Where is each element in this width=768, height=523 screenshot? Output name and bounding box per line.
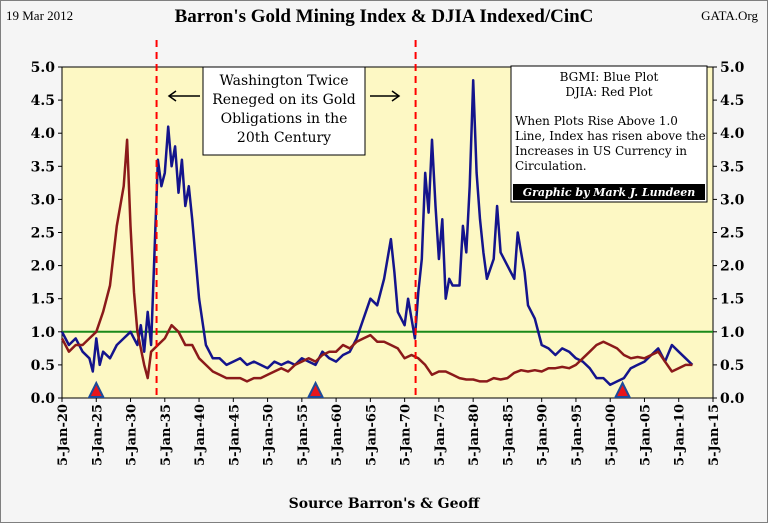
x-tick-label: 5-Jan-45 (227, 404, 242, 466)
legend-entry: BGMI: Blue Plot (560, 70, 659, 84)
x-tick-label: 5-Jan-00 (604, 404, 619, 466)
legend-entry: DJIA: Red Plot (565, 85, 652, 99)
annotation-line: 20th Century (237, 130, 331, 146)
y-tick-label-left: 5.0 (31, 60, 56, 76)
y-tick-label-right: 4.0 (720, 126, 745, 142)
x-tick-label: 5-Jan-65 (364, 404, 379, 466)
y-tick-label-left: 0.0 (31, 391, 56, 407)
y-tick-label-right: 3.5 (720, 159, 744, 175)
y-tick-label-left: 3.0 (31, 192, 56, 208)
x-tick-label: 5-Jan-15 (707, 404, 722, 466)
x-tick-label: 5-Jan-70 (399, 404, 414, 466)
legend-note-line: When Plots Rise Above 1.0 (515, 114, 678, 128)
y-tick-label-left: 2.5 (31, 226, 55, 242)
x-tick-label: 5-Jan-25 (90, 404, 105, 466)
x-tick-label: 5-Jan-10 (673, 404, 688, 466)
legend-box (510, 65, 708, 203)
x-tick-label: 5-Jan-75 (433, 404, 448, 466)
y-tick-label-left: 4.0 (31, 126, 56, 142)
series-line-djia (60, 138, 693, 383)
x-tick-label: 5-Jan-95 (570, 404, 585, 466)
y-tick-label-right: 5.0 (720, 60, 745, 76)
x-tick-label: 5-Jan-05 (638, 404, 653, 466)
y-tick-label-right: 1.0 (720, 325, 745, 341)
y-tick-label-right: 0.0 (720, 391, 745, 407)
left-arrow-head (167, 90, 177, 102)
x-tick-label: 5-Jan-50 (262, 404, 277, 466)
triangle-marker (87, 380, 105, 398)
x-tick-label: 5-Jan-55 (296, 404, 311, 466)
credit-background (513, 184, 705, 200)
x-tick-label: 5-Jan-60 (330, 404, 345, 466)
x-tick-label: 5-Jan-40 (193, 404, 208, 466)
annotation-box (202, 66, 366, 156)
y-tick-label-left: 1.0 (31, 325, 56, 341)
y-tick-label-right: 2.0 (720, 259, 745, 275)
y-tick-label-right: 1.5 (720, 292, 744, 308)
x-tick-label: 5-Jan-90 (536, 404, 551, 466)
y-tick-label-left: 0.5 (31, 358, 55, 374)
x-tick-label: 5-Jan-85 (501, 404, 516, 466)
x-axis-label: Source Barron's & Geoff (289, 496, 481, 512)
annotation-line: Obligations in the (221, 111, 348, 127)
source-site-label: GATA.Org (701, 8, 758, 23)
y-tick-label-right: 0.5 (720, 358, 744, 374)
x-tick-label: 5-Jan-20 (56, 404, 71, 466)
x-tick-label: 5-Jan-30 (125, 404, 140, 466)
legend-note-line: Circulation. (515, 159, 587, 173)
x-tick-label: 5-Jan-80 (467, 404, 482, 466)
series-line-bgmi (60, 78, 694, 387)
y-tick-label-left: 4.5 (31, 93, 55, 109)
y-tick-label-left: 3.5 (31, 159, 55, 175)
y-tick-label-left: 1.5 (31, 292, 55, 308)
date-label: 19 Mar 2012 (6, 8, 74, 23)
legend-note-line: Increases in US Currency in (515, 144, 687, 158)
legend-note-line: Line, Index has risen above the (515, 129, 706, 143)
y-tick-label-right: 2.5 (720, 226, 744, 242)
triangle-marker (306, 380, 325, 398)
right-arrow-head (391, 90, 401, 102)
annotation-line: Reneged on its Gold (212, 92, 356, 108)
chart-title: Barron's Gold Mining Index & DJIA Indexe… (174, 6, 594, 27)
y-tick-label-left: 2.0 (31, 259, 56, 275)
credit-label: Graphic by Mark J. Lundeen (523, 186, 696, 199)
y-tick-label-right: 4.5 (720, 93, 744, 109)
y-tick-label-right: 3.0 (720, 192, 745, 208)
x-tick-label: 5-Jan-35 (159, 404, 174, 466)
annotation-line: Washington Twice (219, 73, 348, 89)
triangle-marker (613, 380, 632, 398)
